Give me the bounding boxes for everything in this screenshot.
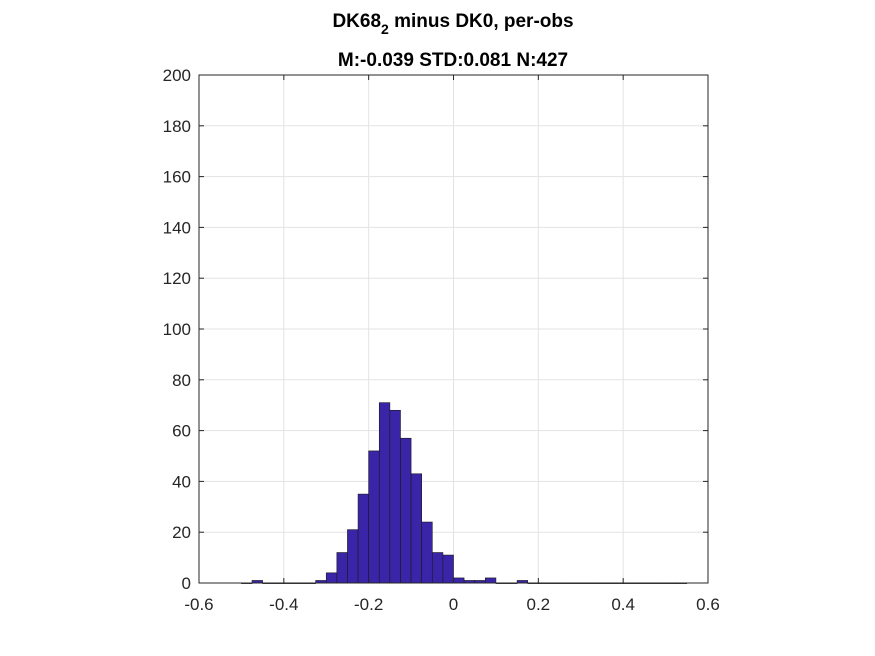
- x-tick-label: 0.2: [527, 595, 551, 614]
- x-tick-label: -0.6: [184, 595, 213, 614]
- y-tick-label: 20: [172, 523, 191, 542]
- histogram-bar: [336, 552, 348, 584]
- chart-title: DK682 minus DK0, per-obs: [332, 11, 573, 37]
- y-tick-label: 140: [163, 218, 191, 237]
- axis-ticks: -0.6 -0.4 -0.2 0 0.2 0.4 0.6 0 20 40 60 80 100 120 140…: [163, 66, 720, 614]
- histogram-bar: [453, 577, 465, 584]
- x-tick-label: 0.4: [611, 595, 635, 614]
- histogram-bar: [389, 409, 401, 584]
- histogram-bar: [410, 473, 422, 584]
- y-tick-label: 0: [182, 574, 191, 593]
- y-tick-label: 200: [163, 66, 191, 85]
- x-tick-label: -0.2: [354, 595, 383, 614]
- x-tick-label: 0.6: [696, 595, 720, 614]
- y-tick-label: 160: [163, 168, 191, 187]
- plot-box: [198, 74, 709, 584]
- histogram-bar: [442, 554, 454, 584]
- x-tick-label: 0: [449, 595, 458, 614]
- y-tick-label: 100: [163, 320, 191, 339]
- y-tick-label: 80: [172, 371, 191, 390]
- histogram-bar: [368, 450, 380, 584]
- y-tick-label: 180: [163, 117, 191, 136]
- histogram-bar: [357, 493, 369, 584]
- histogram-bar: [347, 529, 359, 584]
- chart-subtitle: M:-0.039 STD:0.081 N:427: [338, 50, 568, 71]
- x-tick-label: -0.4: [269, 595, 298, 614]
- histogram-bars: [241, 402, 688, 584]
- histogram-bar: [325, 572, 338, 584]
- y-tick-label: 120: [163, 269, 191, 288]
- histogram-bar: [421, 521, 433, 584]
- histogram-bar: [485, 577, 497, 584]
- y-tick-label: 40: [172, 472, 191, 491]
- y-tick-label: 60: [172, 422, 191, 441]
- histogram-bar: [431, 552, 444, 584]
- histogram-bar: [400, 437, 412, 584]
- histogram-bar: [378, 402, 391, 584]
